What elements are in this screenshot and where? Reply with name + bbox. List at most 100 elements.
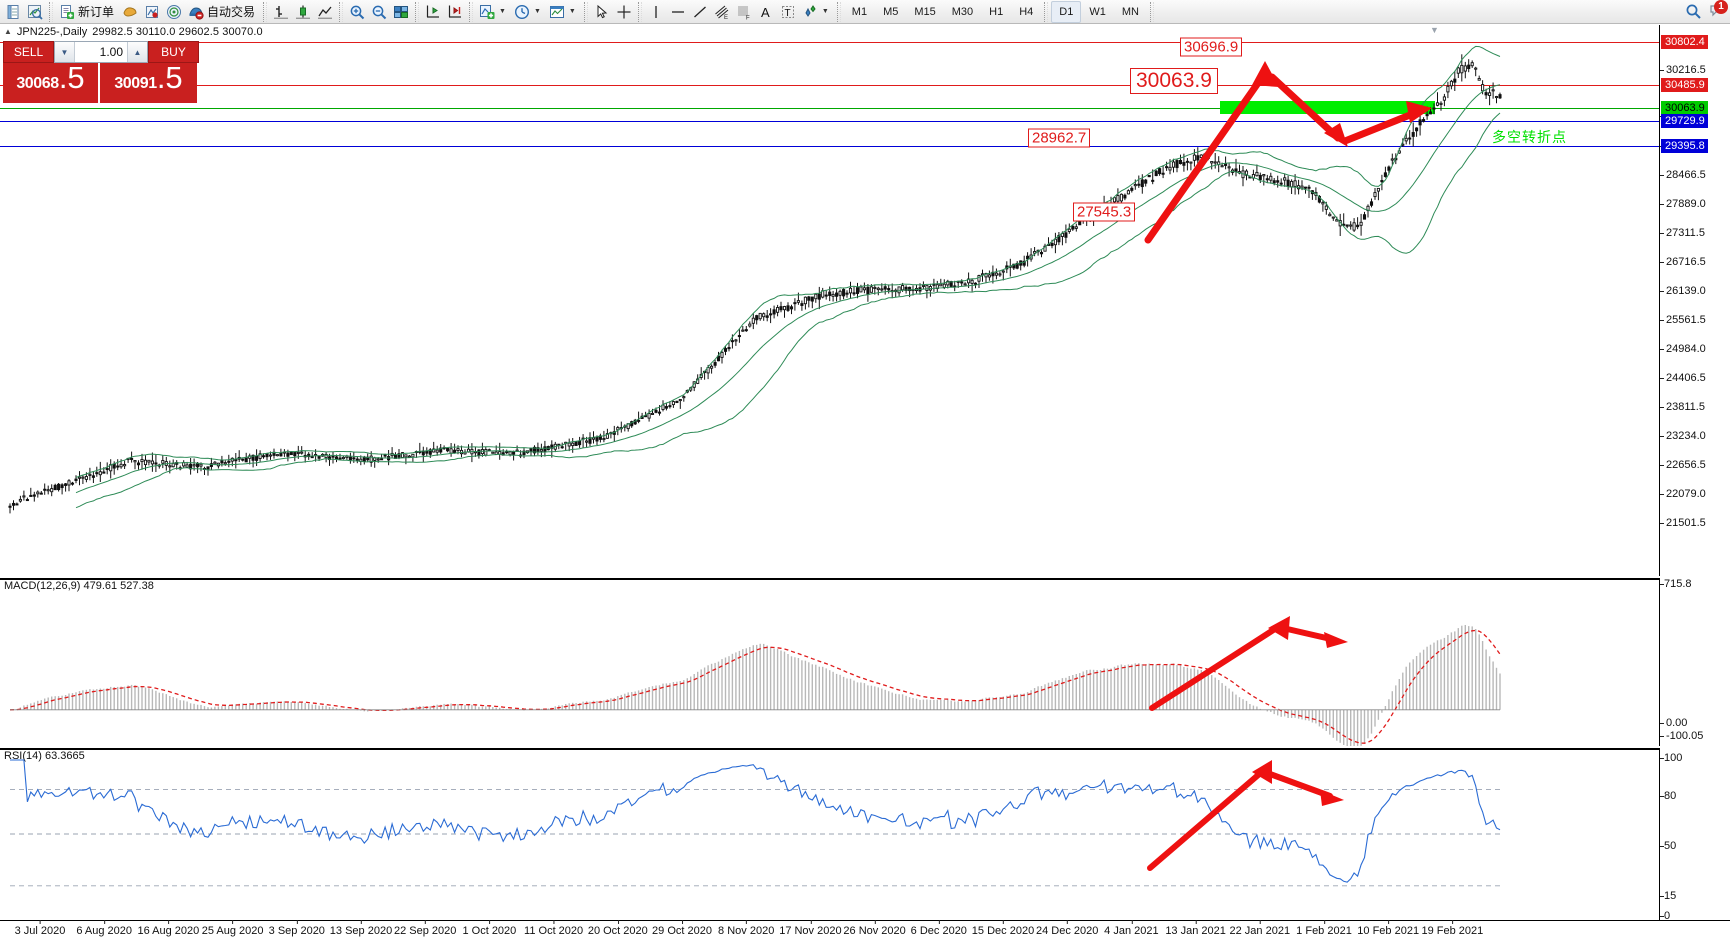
one-click-prices-row: 30068 .5 30091 .5 <box>3 60 199 103</box>
price-level-label-green[interactable]: 30063.9 <box>1661 101 1708 115</box>
resistance-line-30485[interactable] <box>0 85 1659 86</box>
chevron-down-icon-3[interactable]: ▼ <box>568 8 576 15</box>
price-level-label-red[interactable]: 30802.4 <box>1661 35 1708 49</box>
tab-timeframe-h4[interactable]: H4 <box>1019 5 1034 18</box>
auto-scroll-icon[interactable] <box>444 1 466 23</box>
chevron-down-icon-4[interactable]: ▼ <box>821 8 829 15</box>
one-click-trading-panel[interactable]: SELL ▼ 1.00 ▲ BUY 30068 .5 30091 .5 <box>3 41 199 103</box>
tab-timeframe-d1[interactable]: D1 <box>1051 0 1082 23</box>
line-chart-icon[interactable] <box>314 1 336 23</box>
date-axis-tick: 29 Oct 2020 <box>652 920 712 937</box>
tab-timeframe-w1[interactable]: W1 <box>1089 5 1106 18</box>
tab-timeframe-h1[interactable]: H1 <box>989 5 1004 18</box>
search-icon[interactable] <box>1682 1 1705 23</box>
equidistant-channel-icon[interactable]: E <box>711 1 733 23</box>
vertical-line-icon[interactable] <box>645 1 667 23</box>
zoom-out-icon[interactable] <box>368 1 390 23</box>
macd-trend-arrow <box>1149 616 1348 711</box>
toolbar-separator-5 <box>469 1 474 22</box>
price-chart-pane[interactable]: 30696.9 30063.9 28962.7 27545.3 多空转折点 ▼ <box>0 25 1659 576</box>
market-watch-icon[interactable] <box>24 1 46 23</box>
autotrading-button[interactable]: 自动交易 <box>185 1 260 23</box>
price-axis-tick: 24406.5 <box>1660 372 1706 384</box>
trendline-icon[interactable] <box>689 1 711 23</box>
rsi-indicator-pane[interactable] <box>0 748 1659 920</box>
chinese-annotation-note[interactable]: 多空转折点 <box>1492 129 1567 145</box>
date-axis-tick: 4 Jan 2021 <box>1104 920 1159 937</box>
sell-price-button[interactable]: 30068 .5 <box>3 60 100 103</box>
price-annotation-30696[interactable]: 30696.9 <box>1180 37 1243 57</box>
tab-timeframe-m30[interactable]: M30 <box>951 5 974 18</box>
tab-timeframe-m15[interactable]: M15 <box>914 5 936 18</box>
candlestick-chart-icon[interactable] <box>292 1 314 23</box>
data-window-icon[interactable] <box>141 1 163 23</box>
autotrading-label: 自动交易 <box>207 5 256 19</box>
chevron-down-icon-2[interactable]: ▼ <box>533 8 541 15</box>
support-line-29729[interactable] <box>0 121 1659 122</box>
cursor-icon[interactable] <box>591 1 613 23</box>
price-level-label-blue[interactable]: 29395.8 <box>1661 139 1708 153</box>
svg-text:A: A <box>761 5 770 20</box>
macd-axis[interactable]: 715.8 0.00 -100.05 <box>1659 578 1730 746</box>
svg-text:F: F <box>746 15 750 20</box>
sell-button[interactable]: SELL <box>3 41 54 63</box>
chart-shift-icon[interactable] <box>422 1 444 23</box>
svg-text:E: E <box>724 15 728 20</box>
period-icon[interactable]: ▼ <box>511 1 546 23</box>
macd-indicator-pane[interactable] <box>0 578 1659 746</box>
document-icon[interactable] <box>2 1 24 23</box>
zoom-in-icon[interactable] <box>346 1 368 23</box>
indicators-icon[interactable]: ▼ <box>476 1 511 23</box>
templates-icon[interactable]: ▼ <box>546 1 581 23</box>
sell-price-integer: 30068 <box>16 75 59 92</box>
tab-timeframe-m1[interactable]: M1 <box>851 5 868 18</box>
navigator-icon[interactable] <box>163 1 185 23</box>
svg-text:T: T <box>784 8 790 19</box>
shapes-icon[interactable]: ▼ <box>799 1 834 23</box>
horizontal-line-icon[interactable] <box>667 1 689 23</box>
expert-advisor-icon[interactable] <box>119 1 141 23</box>
macd-histogram-series <box>9 625 1501 746</box>
price-annotation-30063[interactable]: 30063.9 <box>1130 68 1218 94</box>
tab-timeframe-mn[interactable]: MN <box>1121 5 1139 18</box>
date-axis-tick: 6 Aug 2020 <box>76 920 133 937</box>
date-axis-tick: 16 Aug 2020 <box>137 920 200 937</box>
rsi-axis-tick: 0 <box>1660 910 1670 922</box>
date-axis-tick: 13 Jan 2021 <box>1165 920 1226 937</box>
collapse-icon[interactable]: ▲ <box>4 27 12 36</box>
chart-shift-marker[interactable]: ▼ <box>1430 25 1439 35</box>
price-level-label-blue[interactable]: 29729.9 <box>1661 114 1708 128</box>
price-axis-tick: 28466.5 <box>1660 169 1706 181</box>
price-annotation-28962[interactable]: 28962.7 <box>1028 128 1091 148</box>
buy-price-button[interactable]: 30091 .5 <box>100 62 197 103</box>
volume-input[interactable]: 1.00 <box>75 42 127 62</box>
toolbar-separator-2 <box>263 1 268 22</box>
chevron-down-icon[interactable]: ▼ <box>499 8 506 15</box>
crosshair-icon[interactable] <box>613 1 635 23</box>
volume-increment-icon[interactable]: ▲ <box>127 42 147 62</box>
price-level-label-red[interactable]: 30485.9 <box>1661 78 1708 92</box>
new-order-button[interactable]: 新订单 <box>56 1 119 23</box>
date-axis[interactable]: 3 Jul 2020 6 Aug 2020 16 Aug 2020 25 Aug 20… <box>0 920 1730 941</box>
tile-windows-icon[interactable] <box>390 1 412 23</box>
text-icon[interactable]: A <box>755 1 777 23</box>
price-axis-tick: 23811.5 <box>1660 401 1705 413</box>
rsi-axis-tick: 50 <box>1660 840 1676 852</box>
fibonacci-icon[interactable]: F <box>733 1 755 23</box>
tab-timeframe-m5[interactable]: M5 <box>883 5 899 18</box>
price-annotation-27545[interactable]: 27545.3 <box>1073 202 1136 222</box>
alerts-icon[interactable]: 1 <box>1705 0 1728 23</box>
resistance-line-30802[interactable] <box>0 42 1659 43</box>
date-axis-tick: 25 Aug 2020 <box>201 920 264 937</box>
volume-decrement-icon[interactable]: ▼ <box>55 42 75 62</box>
toolbar-separator-9 <box>1044 1 1049 22</box>
macd-axis-tick: 0.00 <box>1660 717 1687 729</box>
support-line-29395[interactable] <box>0 146 1659 147</box>
text-label-icon[interactable]: T <box>777 1 799 23</box>
price-axis[interactable]: 30216.529044.028466.527889.027311.526716… <box>1659 25 1730 576</box>
price-axis-tick: 26139.0 <box>1660 285 1706 297</box>
rsi-axis[interactable]: 100 80 50 15 0 <box>1659 748 1730 922</box>
bar-chart-icon[interactable] <box>270 1 292 23</box>
sell-price-decimal: .5 <box>58 60 85 95</box>
buy-price-integer: 30091 <box>114 75 157 92</box>
